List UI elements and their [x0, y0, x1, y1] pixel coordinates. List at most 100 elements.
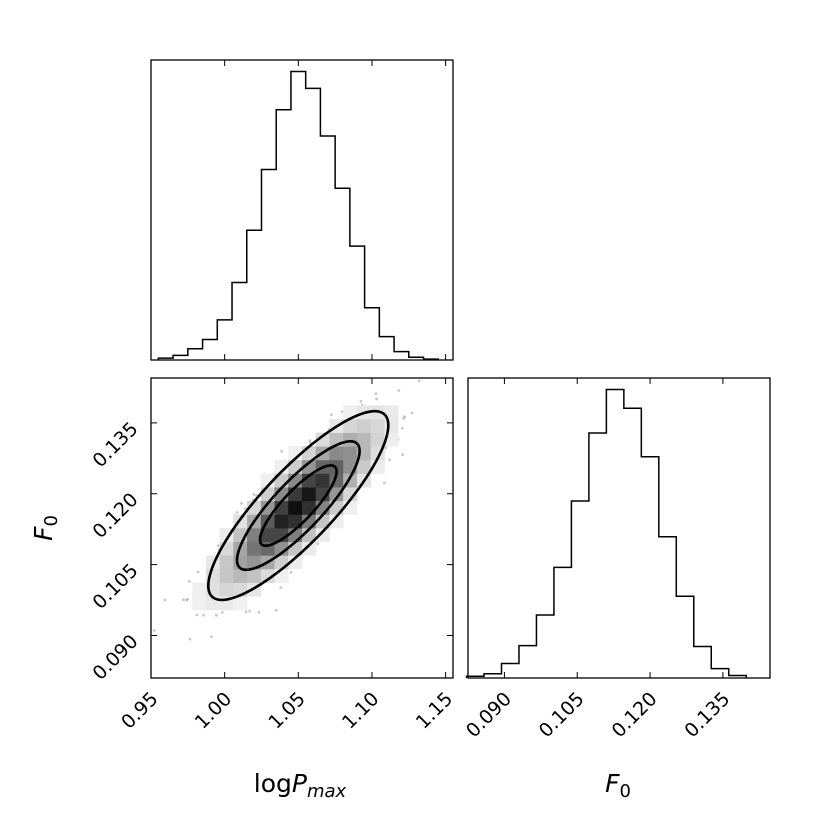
density-cell	[356, 432, 372, 447]
y-axis-label-f0: F0	[29, 515, 62, 541]
density-cell	[274, 541, 289, 556]
sample-point	[402, 416, 406, 420]
density-cell	[384, 405, 399, 420]
density-cell	[315, 487, 330, 502]
sample-point	[279, 586, 283, 589]
density-cell	[315, 528, 330, 543]
sample-point	[252, 493, 256, 496]
density-cell	[343, 418, 358, 433]
sample-point	[217, 544, 220, 548]
density-cell	[247, 528, 262, 543]
sample-point	[359, 400, 363, 403]
sample-point	[257, 611, 261, 614]
sample-point	[375, 397, 378, 401]
sample-point	[240, 502, 243, 505]
sample-point	[163, 598, 167, 602]
density-cell	[260, 500, 275, 515]
density-cell	[343, 446, 358, 461]
density-cell	[233, 568, 248, 583]
joint-y-ticklabel: 0.090	[89, 630, 143, 684]
x-axis-label-logpmax: logPmax	[254, 769, 347, 802]
density-cell	[247, 568, 262, 583]
joint-density-frame	[150, 377, 454, 679]
sample-point	[235, 511, 239, 514]
sample-point	[410, 411, 414, 415]
right-x-ticklabel: 0.105	[535, 688, 589, 742]
density-cell	[274, 514, 289, 529]
marginal-hist-logpmax-panel	[150, 59, 454, 361]
sample-point	[316, 542, 320, 546]
density-cell	[329, 514, 344, 529]
density-cell	[384, 418, 399, 433]
density-cell	[288, 555, 303, 570]
joint-x-ticklabel: 1.05	[264, 688, 309, 733]
marginal-hist-f0-step	[465, 388, 747, 678]
density-cell	[192, 596, 207, 611]
contour-level-2	[235, 440, 361, 572]
density-cell	[219, 582, 234, 597]
density-cell	[219, 555, 234, 570]
density-cell	[274, 568, 289, 583]
density-cell	[302, 487, 317, 502]
marginal-hist-f0-frame	[467, 377, 771, 679]
density-cell	[274, 459, 289, 474]
sample-point	[152, 629, 156, 632]
sample-point	[196, 570, 200, 574]
right-x-ticklabel: 0.135	[680, 688, 734, 742]
sample-point	[400, 426, 404, 430]
right-x-ticklabel: 0.090	[462, 688, 516, 742]
sample-point	[374, 392, 378, 395]
sample-point	[383, 481, 386, 485]
right-x-ticklabel: 0.120	[608, 688, 662, 742]
sample-point	[388, 458, 391, 462]
density-cell	[247, 541, 262, 556]
joint-x-ticklabel: 0.95	[117, 688, 162, 733]
density-cell	[329, 487, 344, 502]
density-cell	[233, 596, 248, 611]
sample-point	[214, 613, 218, 617]
sample-point	[397, 389, 401, 392]
sample-point	[244, 610, 248, 614]
sample-point	[182, 598, 185, 601]
marginal-hist-logpmax-step	[157, 70, 440, 360]
joint-x-ticklabel: 1.00	[191, 688, 236, 733]
joint-contours	[207, 409, 390, 602]
sample-point	[274, 608, 278, 612]
density-cell	[370, 418, 385, 433]
joint-density-panel: 0.95 1.00 1.05 1.10 1.15 0.090 0.105 0.120 0.135	[89, 377, 457, 733]
sample-point	[185, 598, 189, 602]
contour-level-3	[207, 409, 390, 602]
joint-x-ticklabel: 1.15	[412, 688, 457, 733]
sample-point	[244, 507, 247, 510]
sample-point	[202, 613, 205, 617]
sample-point	[188, 637, 192, 641]
density-cell	[260, 528, 275, 543]
density-cell	[219, 568, 234, 583]
joint-x-ticklabel: 1.10	[338, 688, 383, 733]
joint-y-ticklabel: 0.120	[89, 489, 143, 543]
density-cell	[302, 459, 317, 474]
density-cell	[356, 418, 372, 433]
contour-level-1	[258, 464, 338, 548]
density-cell	[288, 500, 303, 515]
density-cell	[356, 459, 372, 474]
density-cell	[343, 487, 358, 502]
density-cell	[302, 541, 317, 556]
sample-point	[289, 571, 293, 574]
sample-point	[384, 446, 388, 449]
joint-y-ticklabel: 0.135	[89, 418, 143, 472]
sample-point	[308, 439, 312, 443]
sample-point	[210, 635, 213, 639]
sample-point	[220, 611, 224, 614]
density-cell	[329, 446, 344, 461]
sample-point	[195, 613, 199, 617]
sample-point	[330, 413, 333, 416]
joint-y-ticklabel: 0.105	[89, 560, 143, 614]
sample-point	[187, 580, 191, 583]
joint-density-cells	[192, 405, 399, 611]
marginal-hist-logpmax-frame	[150, 59, 454, 361]
x-axis-label-f0: F0	[605, 769, 631, 802]
density-cell	[315, 473, 330, 488]
density-cell	[343, 432, 358, 447]
